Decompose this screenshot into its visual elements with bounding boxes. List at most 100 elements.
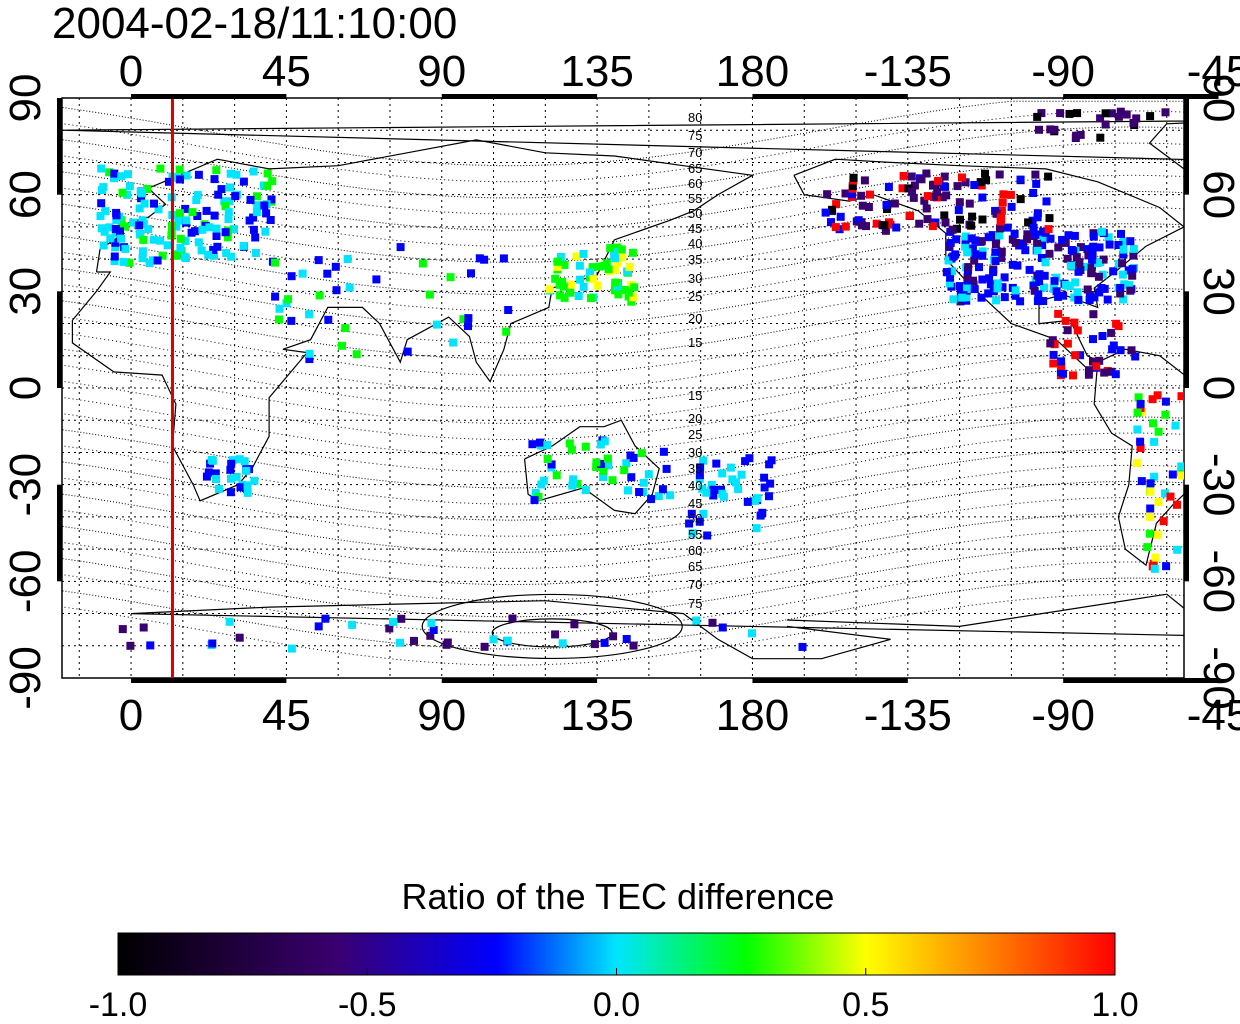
tec-cell — [939, 182, 948, 191]
tec-cell — [111, 238, 120, 247]
tec-cell — [940, 172, 949, 181]
tec-cell — [226, 488, 235, 497]
tec-cell — [139, 623, 148, 632]
tec-cell — [1039, 297, 1048, 305]
tec-cell — [1095, 356, 1104, 365]
tec-cell — [385, 624, 394, 633]
tec-cell — [305, 310, 314, 319]
tec-cell — [1099, 255, 1108, 264]
map-title: 2004-02-18/11:10:00 — [52, 0, 457, 48]
tec-cell — [923, 215, 932, 224]
tec-cell — [573, 479, 582, 488]
tec-cell — [609, 632, 618, 641]
tec-cell — [961, 178, 970, 187]
tec-cell — [208, 639, 217, 648]
tec-cell — [915, 219, 924, 228]
tec-cell — [480, 642, 489, 651]
tec-cell — [164, 177, 173, 186]
tec-cell — [1089, 335, 1097, 344]
tec-cell — [181, 236, 190, 245]
tec-cell — [1088, 250, 1097, 259]
tec-cell — [138, 247, 147, 256]
tec-cell — [589, 275, 598, 284]
tec-cell — [1000, 293, 1009, 302]
magnetic-contour — [62, 448, 1184, 521]
tec-cell — [592, 463, 601, 471]
tec-cell — [1127, 346, 1136, 355]
tec-cell — [314, 622, 323, 631]
tec-cell — [1063, 254, 1072, 263]
tec-cell — [324, 315, 333, 324]
frame-bar — [131, 94, 287, 99]
contour-label: 55 — [688, 191, 702, 206]
tec-cell — [1150, 437, 1159, 446]
tec-cell — [886, 220, 895, 229]
tec-cell — [1037, 109, 1046, 118]
tec-cell — [967, 221, 976, 230]
tec-cell — [1149, 419, 1157, 428]
tec-cell — [245, 216, 254, 225]
tec-cell — [425, 290, 434, 299]
tec-cell — [175, 165, 184, 174]
tec-cell — [1132, 114, 1141, 123]
tec-cell — [618, 253, 627, 262]
tec-cell — [1054, 243, 1063, 252]
tec-cell — [718, 489, 727, 498]
tec-cell — [836, 212, 845, 221]
tec-cell — [226, 183, 235, 192]
tec-cell — [703, 531, 712, 540]
tec-cell — [97, 199, 106, 208]
tec-cell — [1044, 225, 1053, 234]
tec-cell — [1153, 391, 1162, 400]
magnetic-contour — [62, 480, 1184, 553]
tec-cell — [1041, 258, 1050, 267]
tec-cell — [709, 491, 718, 500]
tec-cell — [205, 223, 214, 232]
tec-cell — [214, 190, 223, 199]
tec-cell — [1059, 369, 1067, 378]
tec-cell — [553, 257, 562, 266]
tec-cell — [695, 471, 704, 480]
tec-cell — [587, 294, 595, 303]
tec-cell — [432, 320, 441, 329]
tec-cell — [1073, 109, 1082, 118]
tec-cell — [223, 233, 232, 242]
tec-cell — [731, 478, 740, 487]
tec-cell — [121, 244, 130, 253]
tec-cell — [1146, 487, 1155, 496]
tec-cell — [252, 192, 261, 201]
tec-cell — [275, 304, 284, 313]
tec-cell — [662, 464, 671, 473]
tec-cell — [1111, 370, 1120, 379]
tec-cell — [209, 246, 218, 254]
tec-cell — [1038, 241, 1047, 250]
tec-cell — [596, 440, 605, 449]
tec-cell — [579, 282, 588, 291]
tec-cell — [766, 479, 775, 488]
contour-label: 30 — [688, 445, 702, 460]
coastlines — [62, 120, 1184, 660]
contour-label: 30 — [688, 271, 702, 286]
tec-cell — [961, 242, 970, 251]
tec-cell — [1025, 265, 1034, 274]
tec-cell — [1013, 261, 1022, 270]
tec-cell — [658, 485, 667, 494]
tec-cell — [1161, 410, 1170, 419]
tec-cell — [692, 616, 701, 625]
tec-cell — [467, 269, 475, 278]
tec-cell — [1100, 368, 1109, 377]
tec-cell — [99, 241, 108, 250]
tec-cell — [765, 492, 773, 501]
tec-cell — [1067, 261, 1075, 270]
x-tick-label: 0 — [119, 691, 143, 740]
tec-cell — [163, 241, 172, 250]
y-tick-label: 90 — [1194, 74, 1240, 123]
tec-cell — [138, 254, 147, 263]
tec-cell — [1125, 281, 1134, 290]
tec-cell — [305, 355, 314, 364]
tec-cell — [112, 215, 121, 224]
tec-cell — [1214, 436, 1222, 444]
tec-cell — [396, 243, 405, 252]
tec-cell — [1136, 437, 1145, 446]
tec-cell — [139, 235, 148, 244]
